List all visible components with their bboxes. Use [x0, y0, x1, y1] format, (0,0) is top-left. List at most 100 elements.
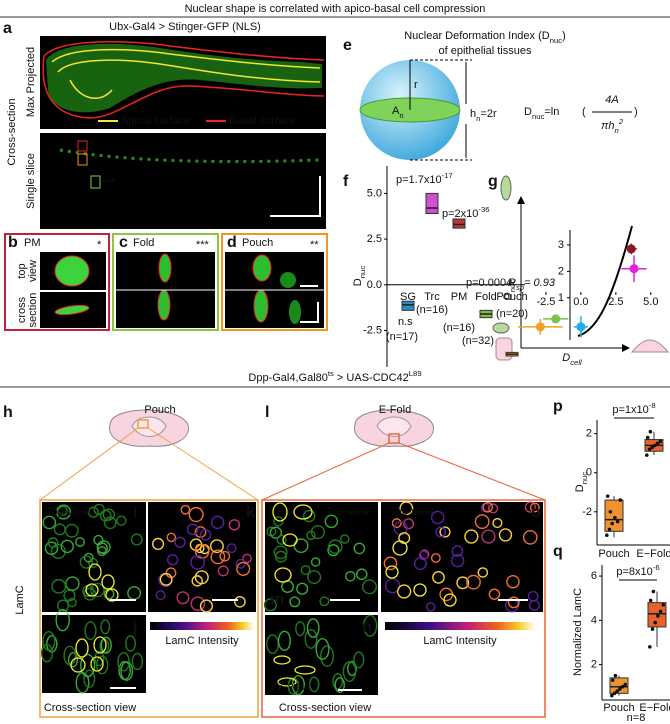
fit-curve [577, 225, 633, 337]
x-tick-label: Pouch [496, 291, 527, 303]
nucleus [176, 591, 190, 605]
panel-subtitle: of epithelial tissues [439, 45, 532, 57]
point [607, 527, 612, 532]
point [610, 678, 615, 682]
text-part: ) [562, 30, 566, 42]
nucleus [324, 514, 339, 529]
text-part: E−Fold [636, 548, 670, 560]
text-part: l [265, 404, 269, 421]
nucleus [296, 582, 309, 595]
x-tick-label: -2.5 [536, 296, 555, 308]
annotation: Rsp= 0.93 [508, 277, 556, 292]
inset-title: PM [24, 237, 41, 249]
y-tick-label: 6 [591, 570, 597, 582]
nucleus [334, 677, 345, 694]
formula-paren: ( [582, 106, 586, 118]
y-tick-label: 4 [591, 614, 597, 626]
nucleus [188, 506, 204, 523]
nucleus [99, 509, 112, 522]
x-tick-label: SG [400, 291, 416, 303]
point [645, 453, 649, 457]
nucleus [100, 619, 111, 635]
nucleus [95, 655, 109, 675]
text-part: n [399, 111, 403, 120]
view-label: YZ-view [270, 681, 310, 693]
nucleus [451, 545, 464, 557]
text-part: n [614, 126, 618, 135]
apical-line [57, 59, 321, 100]
text-part: n=8 [627, 712, 646, 724]
y-tick-label: 1 [558, 292, 564, 304]
box [452, 218, 466, 229]
nucleus [432, 570, 445, 584]
marker: *** [196, 239, 210, 251]
text-part: 2.5 [608, 296, 623, 308]
text-part: Basal surface [229, 115, 296, 127]
text-part: 0 [586, 467, 592, 479]
text-part: g [488, 173, 498, 190]
text-part: (n=17) [386, 331, 418, 343]
point [610, 521, 614, 526]
nucleus [306, 618, 320, 638]
nucleus [186, 523, 199, 536]
x-axis-label: Dcell [562, 352, 582, 367]
nucleus [273, 516, 284, 527]
point [648, 598, 653, 603]
zoom-line [147, 427, 259, 501]
nucleus [151, 537, 165, 551]
point [655, 441, 660, 446]
y-axis-label: Dnuc [502, 280, 517, 301]
text-part: -8 [649, 401, 656, 410]
label: hn=2r [470, 108, 497, 123]
nucleus [83, 669, 96, 688]
nucleus [116, 515, 127, 526]
text-part: LamC Intensity [423, 635, 497, 647]
colorbar-label: LamC Intensity [165, 635, 239, 647]
nucleus [219, 550, 231, 562]
nucleus [90, 582, 105, 598]
nucleus [481, 529, 496, 544]
marker: * [89, 140, 94, 152]
row-label: Max Projected [25, 47, 37, 117]
panel-frame [112, 233, 219, 331]
panel-letter: q [553, 543, 563, 560]
panel-letter: l [265, 404, 269, 421]
text-part: (n=20) [496, 308, 528, 320]
label: r [414, 79, 418, 91]
panel-letter: e [343, 37, 352, 54]
arrowhead [517, 196, 525, 204]
text-part: -6 [653, 563, 660, 572]
view-label: Cross-section view [279, 702, 371, 714]
basal-line [42, 40, 325, 119]
nucleus [439, 526, 451, 538]
nucleus [464, 529, 479, 544]
text-part: n.s [398, 316, 413, 328]
text-part: p=1x10 [612, 404, 648, 416]
nucleus [306, 530, 316, 541]
icon [495, 337, 513, 361]
annotation: n.s [398, 316, 413, 328]
text-part: a [3, 20, 12, 37]
wing-disc [131, 416, 167, 437]
text-part: f [343, 173, 349, 190]
text-part: nuc [532, 112, 545, 121]
nucleus [355, 568, 368, 580]
outline [101, 574, 115, 590]
text-part: 2 [586, 428, 592, 440]
outline [274, 567, 292, 583]
nucleus [174, 536, 186, 548]
text-part: nuc [508, 280, 517, 293]
nucleus [488, 588, 501, 600]
outline [85, 583, 99, 597]
apical-line [51, 48, 321, 69]
micrographs [40, 501, 543, 696]
text-part: D [542, 30, 550, 42]
nucleus [55, 609, 70, 632]
outline [70, 657, 86, 673]
y-tick-label: 2 [586, 428, 592, 440]
text-part: PM [451, 291, 468, 303]
point [615, 519, 620, 524]
nucleus [159, 572, 173, 586]
panel-letter: o [531, 504, 541, 521]
zoom-line [398, 442, 546, 501]
